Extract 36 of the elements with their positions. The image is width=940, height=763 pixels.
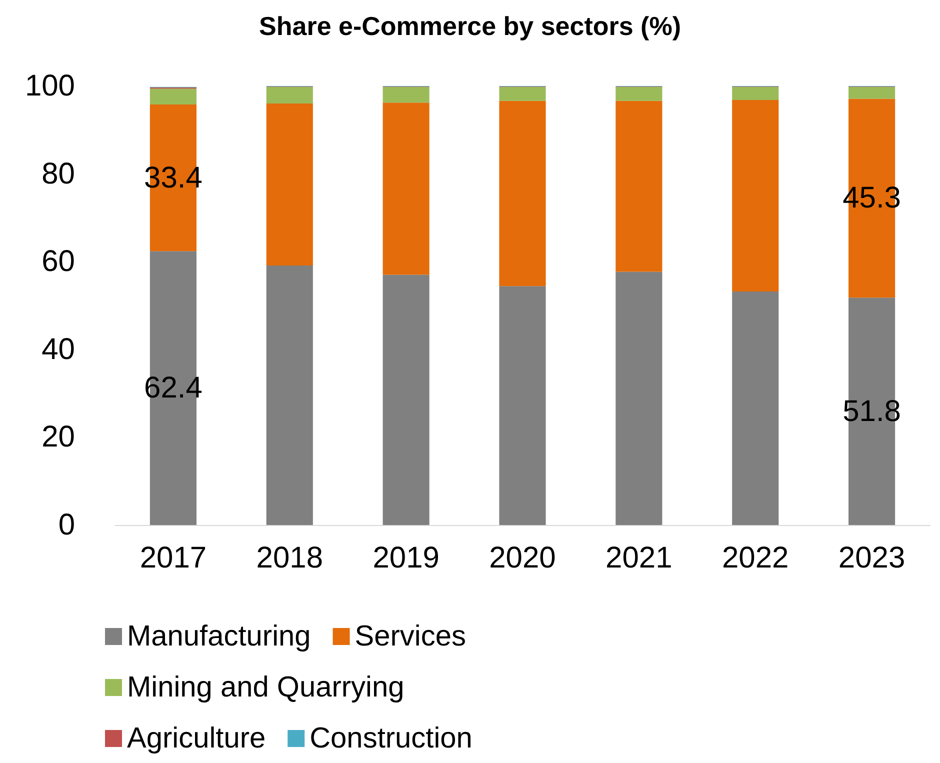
bar <box>732 291 779 525</box>
bar <box>616 272 662 525</box>
chart-title: Share e-Commerce by sectors (%) <box>259 11 681 41</box>
y-tick-label: 20 <box>42 420 75 454</box>
x-tick-label: 2019 <box>372 542 440 574</box>
legend-label: Manufacturing <box>127 620 311 652</box>
x-tick-label: 2017 <box>140 542 207 574</box>
legend-label: Services <box>354 620 466 652</box>
bar <box>150 88 196 104</box>
bar <box>382 274 430 525</box>
legend-label: Construction <box>310 722 472 754</box>
bar <box>266 86 313 104</box>
bar <box>266 266 313 525</box>
x-tick-label: 2021 <box>606 542 672 574</box>
bar <box>382 86 430 103</box>
bar <box>499 286 546 525</box>
x-tick-label: 2023 <box>838 542 906 574</box>
bar <box>616 86 662 101</box>
bar <box>732 86 779 100</box>
bar <box>499 86 546 101</box>
x-tick-label: 2020 <box>489 542 556 574</box>
y-tick-label: 60 <box>42 245 75 278</box>
bar <box>616 100 662 272</box>
y-tick-label: 80 <box>42 157 75 190</box>
y-tick-label: 100 <box>24 70 75 102</box>
bar <box>266 104 313 266</box>
bar <box>382 102 430 275</box>
bar <box>732 100 779 292</box>
x-tick-label: 2018 <box>256 542 324 574</box>
y-tick-label: 0 <box>58 508 75 542</box>
legend-label: Mining and Quarrying <box>127 672 404 704</box>
legend-label: Agriculture <box>127 722 266 754</box>
bar <box>499 100 546 286</box>
y-tick-label: 40 <box>42 332 75 366</box>
x-tick-label: 2022 <box>722 542 789 574</box>
bar <box>848 86 896 99</box>
